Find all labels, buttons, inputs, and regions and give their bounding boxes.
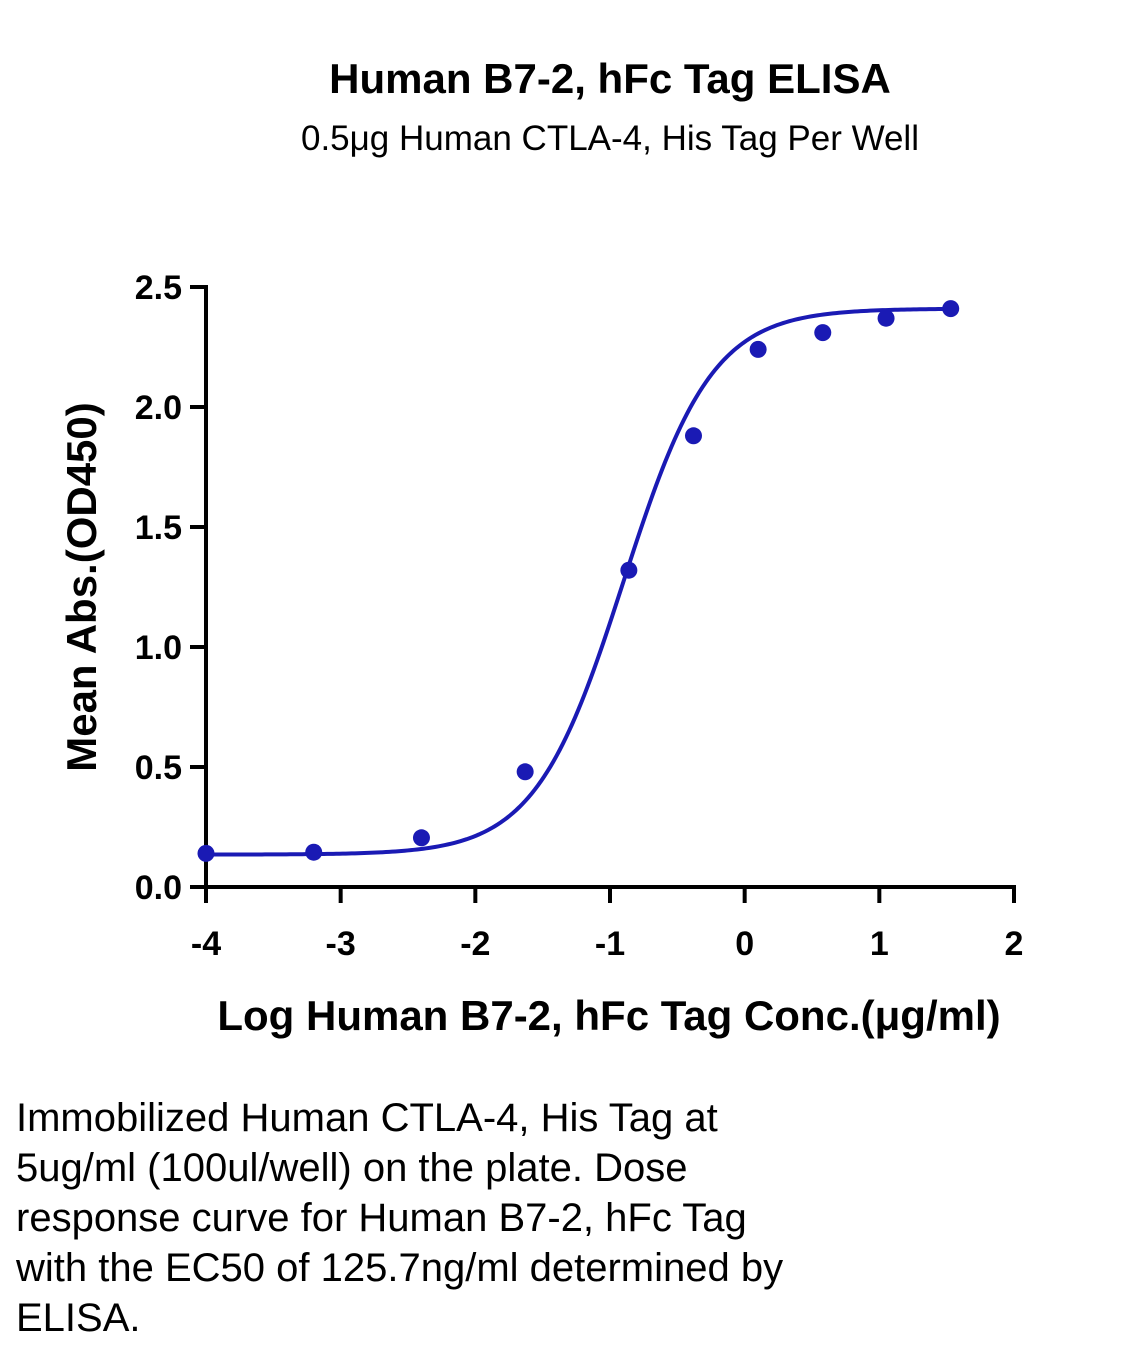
data-point	[749, 340, 767, 358]
x-axis-label: Log Human B7-2, hFc Tag Conc.(μg/ml)	[217, 992, 1000, 1039]
y-tick-label: 1.0	[135, 629, 182, 667]
x-tick-label: 0	[735, 925, 754, 963]
x-tick-label: 2	[1005, 925, 1024, 963]
data-points	[197, 300, 960, 862]
data-point	[684, 427, 702, 445]
data-point	[305, 843, 323, 861]
y-axis-label: Mean Abs.(OD450)	[58, 402, 105, 772]
data-point	[412, 829, 430, 847]
data-point	[942, 300, 960, 318]
x-tick-label: -3	[326, 925, 356, 963]
chart-title: Human B7-2, hFc Tag ELISA	[329, 55, 891, 102]
x-tick-label: -4	[191, 925, 221, 963]
data-point	[877, 309, 895, 327]
data-point	[620, 561, 638, 579]
y-tick-label: 1.5	[135, 509, 182, 547]
x-axis-ticks: -4 -3 -2 -1 0 1 2	[191, 887, 1024, 963]
y-tick-label: 2.5	[135, 269, 182, 307]
y-tick-label: 0.0	[135, 869, 182, 907]
fit-curve-group	[205, 306, 951, 857]
caption-text: Immobilized Human CTLA-4, His Tag at 5ug…	[16, 1096, 784, 1340]
y-tick-label: 2.0	[135, 389, 182, 427]
figure-caption: Immobilized Human CTLA-4, His Tag at 5ug…	[16, 1093, 936, 1343]
x-tick-label: 1	[870, 925, 889, 963]
chart: Human B7-2, hFc Tag ELISA 0.5μg Human CT…	[58, 55, 1024, 1039]
y-axis-ticks: 0.0 0.5 1.0 1.5 2.0 2.5	[135, 269, 206, 907]
data-point	[197, 844, 215, 862]
data-point	[814, 324, 832, 342]
data-point	[516, 763, 534, 781]
chart-subtitle: 0.5μg Human CTLA-4, His Tag Per Well	[301, 119, 919, 158]
fit-curve	[205, 306, 951, 857]
axes	[204, 285, 1016, 889]
y-tick-label: 0.5	[135, 749, 182, 787]
x-tick-label: -1	[595, 925, 625, 963]
x-tick-label: -2	[460, 925, 490, 963]
